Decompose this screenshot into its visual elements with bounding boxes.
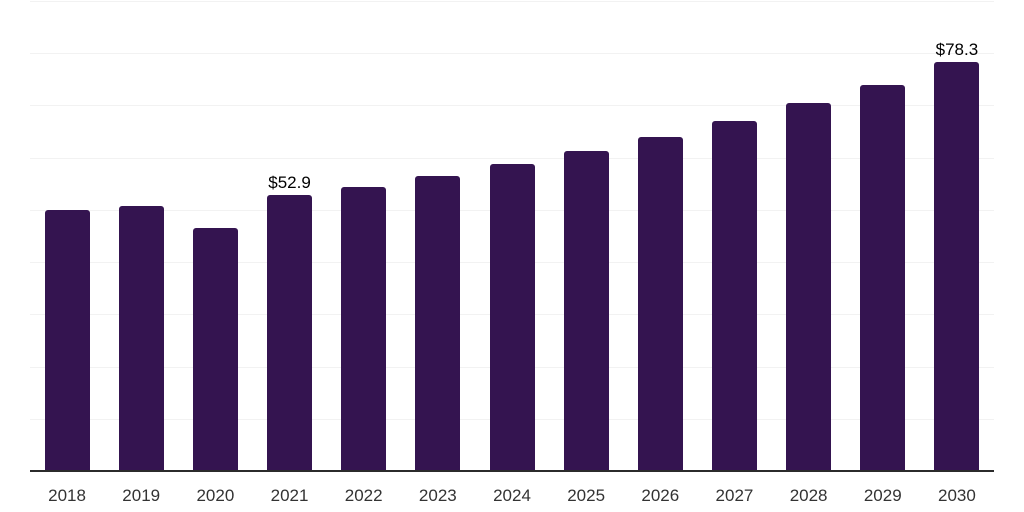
bar-2025	[563, 151, 609, 471]
x-tick-2021: 2021	[270, 486, 309, 505]
bar-2026	[637, 137, 683, 471]
value-label-2021: $52.9	[268, 172, 311, 192]
x-axis-line	[30, 470, 994, 472]
bar-2018	[44, 210, 90, 471]
x-tick-2030: 2030	[938, 486, 976, 505]
gridline-70	[30, 105, 994, 107]
bar-2019	[118, 206, 164, 471]
bar-2027	[711, 121, 757, 471]
x-tick-2025: 2025	[567, 486, 606, 505]
x-tick-2018: 2018	[48, 486, 86, 505]
bar-2024	[489, 163, 535, 471]
bar-2021	[267, 194, 313, 471]
gridline-90	[30, 1, 994, 2]
x-tick-2022: 2022	[344, 486, 383, 505]
gridline-80	[30, 53, 994, 55]
bar-2030	[934, 62, 980, 471]
value-label-2030: $78.3	[935, 40, 979, 60]
x-tick-2026: 2026	[641, 486, 680, 505]
bar-2029	[860, 84, 906, 471]
x-tick-2024: 2024	[493, 486, 531, 505]
x-tick-2027: 2027	[715, 486, 754, 505]
bar-2022	[341, 186, 387, 471]
gridline-60	[30, 157, 994, 159]
bar-2028	[786, 103, 832, 471]
x-tick-2019: 2019	[122, 486, 161, 505]
bar-2020	[192, 228, 238, 471]
x-tick-2023: 2023	[418, 486, 457, 505]
x-tick-2020: 2020	[196, 486, 235, 505]
bar-2023	[415, 176, 461, 471]
x-tick-2029: 2029	[863, 486, 902, 505]
x-tick-2028: 2028	[789, 486, 828, 505]
